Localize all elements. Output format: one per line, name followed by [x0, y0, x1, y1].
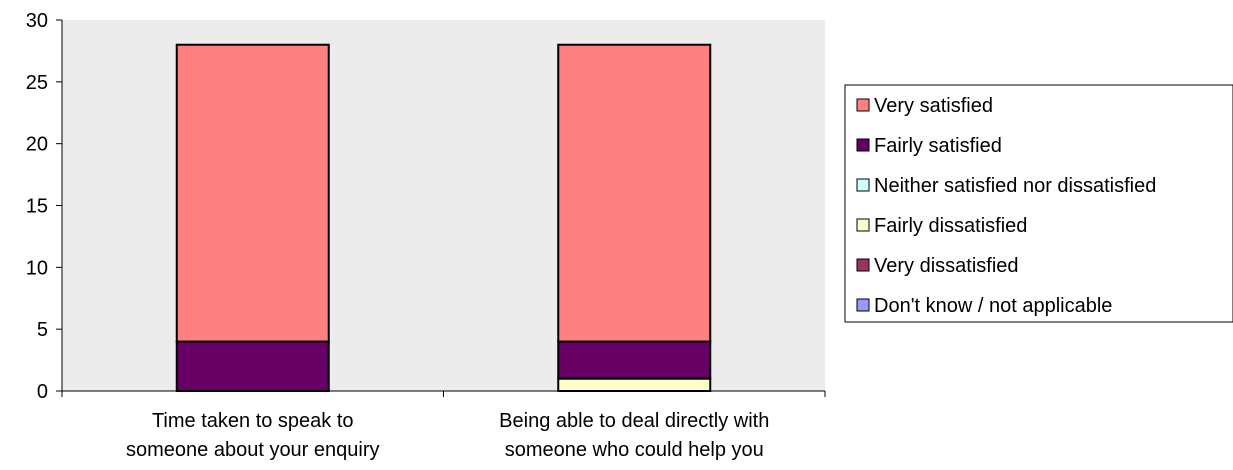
bar-fairly-satisfied: [557, 340, 712, 380]
bar-very-satisfied: [175, 43, 330, 343]
y-tick-label: 5: [37, 319, 48, 341]
bar-very-satisfied: [557, 43, 712, 343]
legend-label-neither-satisfied-nor-dissatisfied: Neither satisfied nor dissatisfied: [874, 175, 1156, 197]
y-tick-label: 10: [26, 257, 48, 279]
legend-label-very-satisfied: Very satisfied: [874, 95, 993, 117]
x-category-label: someone about your enquiry: [126, 439, 380, 461]
y-tick-label: 25: [26, 72, 48, 94]
legend-label-very-dissatisfied: Very dissatisfied: [874, 255, 1019, 277]
y-tick-label: 15: [26, 196, 48, 218]
y-tick-label: 0: [37, 381, 48, 403]
legend-swatch-neither-satisfied-nor-dissatisfied: [856, 178, 870, 192]
legend-swatch-fairly-dissatisfied: [856, 218, 870, 232]
y-tick-label: 30: [26, 10, 48, 32]
legend: Very satisfied Fairly satisfied Neither sa…: [844, 84, 1233, 323]
bar-fairly-satisfied: [175, 340, 330, 392]
legend-box: [844, 84, 1233, 323]
bar-fairly-dissatisfied: [557, 377, 712, 392]
legend-swatch-fairly-satisfied: [856, 138, 870, 152]
x-category-label: Being able to deal directly with: [499, 410, 769, 432]
legend-swatch-don-t-know-not-applicable: [856, 298, 870, 312]
legend-swatch-very-satisfied: [856, 98, 870, 112]
legend-swatch-very-dissatisfied: [856, 258, 870, 272]
legend-label-don-t-know-not-applicable: Don't know / not applicable: [874, 295, 1112, 317]
legend-label-fairly-dissatisfied: Fairly dissatisfied: [874, 215, 1027, 237]
legend-label-fairly-satisfied: Fairly satisfied: [874, 135, 1002, 157]
x-category-label: someone who could help you: [505, 439, 764, 461]
x-category-label: Time taken to speak to: [152, 410, 354, 432]
y-tick-label: 20: [26, 134, 48, 156]
